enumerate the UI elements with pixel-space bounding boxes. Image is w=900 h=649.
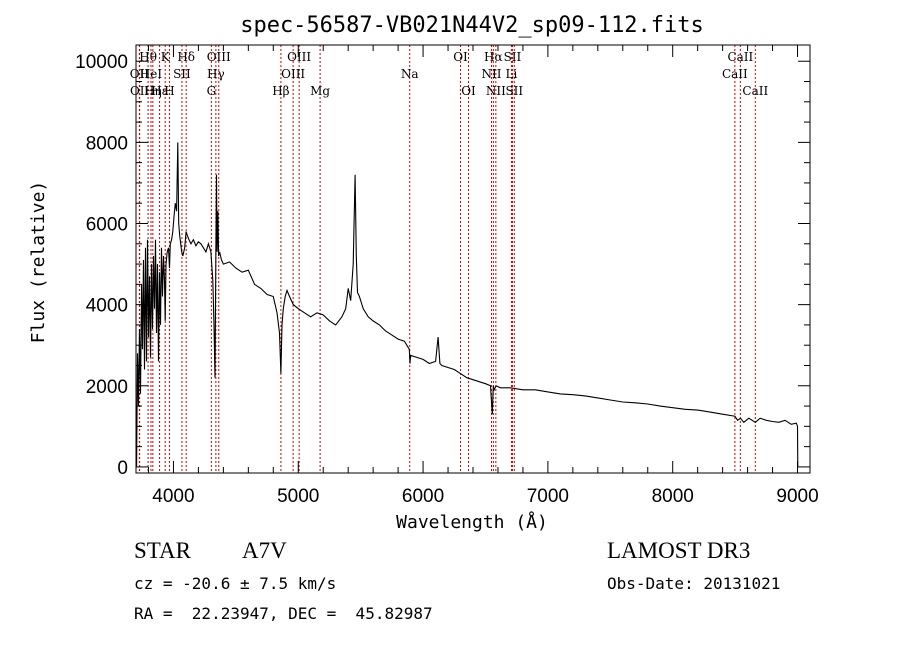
x-tick-label: 9000 <box>776 486 818 507</box>
line-label: Na <box>401 67 419 81</box>
line-label: Hε <box>151 84 168 98</box>
y-tick-label: 8000 <box>86 133 128 154</box>
line-label: SII <box>505 84 523 98</box>
survey-name: LAMOST DR3 <box>607 538 751 563</box>
line-label: Hδ <box>177 50 195 64</box>
axis-ticks <box>136 45 810 473</box>
line-label: K <box>161 50 171 64</box>
line-label: OI <box>453 50 468 64</box>
spectral-line-markers <box>138 45 756 473</box>
y-axis-label: Flux (relative) <box>28 181 49 344</box>
axis-tick-labels: 4000 5000 6000 7000 8000 9000 0 2000 4000 6000 800… <box>75 52 819 507</box>
line-label: Hθ <box>139 50 157 64</box>
line-label: Hα <box>484 50 503 64</box>
line-label: CaII <box>722 67 748 81</box>
line-label: CaII <box>742 84 768 98</box>
chart-title: spec-56587-VB021N44V2_sp09-112.fits <box>240 13 704 38</box>
x-axis-label: Wavelength (Å) <box>396 511 548 533</box>
line-label: HeI <box>140 67 163 81</box>
line-label: Hη <box>144 84 162 98</box>
line-label: G <box>207 84 217 98</box>
line-label: OIII <box>207 50 231 64</box>
line-label: H <box>164 84 174 98</box>
line-label: OII <box>130 84 150 98</box>
y-tick-label: 2000 <box>86 377 128 398</box>
plot-frame <box>135 44 811 474</box>
x-tick-label: 6000 <box>402 486 444 507</box>
line-label: Hβ <box>272 84 289 98</box>
y-tick-label: 6000 <box>86 215 128 236</box>
line-label: OI <box>461 84 476 98</box>
redshift-readout: cz = -20.6 ± 7.5 km/s <box>134 574 337 593</box>
y-tick-label: 10000 <box>75 52 128 73</box>
line-label: Mg <box>310 84 330 98</box>
line-label: OII <box>130 67 150 81</box>
x-tick-label: 5000 <box>277 486 319 507</box>
object-subclass: A7V <box>242 538 287 563</box>
x-tick-label: 7000 <box>527 486 569 507</box>
line-label: OIII <box>287 50 311 64</box>
line-label: SII <box>504 50 522 64</box>
line-label: Hγ <box>207 67 225 81</box>
observation-date: Obs-Date: 20131021 <box>607 574 781 593</box>
y-tick-label: 0 <box>117 458 128 479</box>
coordinates-readout: RA = 22.23947, DEC = 45.82987 <box>134 604 433 623</box>
line-label: CaII <box>727 50 753 64</box>
y-tick-label: 4000 <box>86 296 128 317</box>
x-tick-label: 4000 <box>152 486 194 507</box>
spectrum-line <box>136 142 799 467</box>
object-class: STAR <box>134 538 191 563</box>
line-label: OIII <box>281 67 305 81</box>
line-label: NII <box>486 84 506 98</box>
line-label: Li <box>506 67 518 81</box>
line-label: NII <box>481 67 501 81</box>
line-label: SII <box>173 67 191 81</box>
x-tick-label: 8000 <box>652 486 694 507</box>
